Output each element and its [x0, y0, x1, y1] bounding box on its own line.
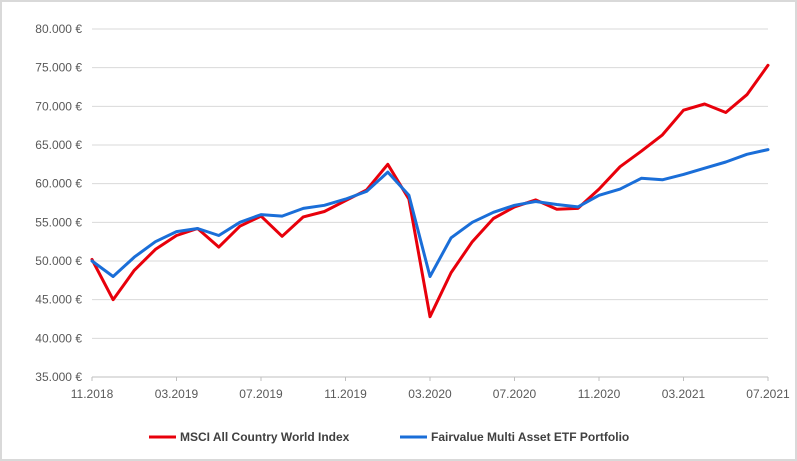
y-tick-label: 55.000 €: [35, 215, 82, 229]
y-tick-label: 60.000 €: [35, 177, 82, 191]
x-tick-label: 07.2019: [239, 387, 283, 401]
x-tick-label: 07.2021: [746, 387, 790, 401]
y-tick-label: 35.000 €: [35, 370, 82, 384]
series-line-msci-acwi: [90, 63, 770, 319]
y-tick-label: 65.000 €: [35, 138, 82, 152]
y-tick-label: 40.000 €: [35, 331, 82, 345]
gridlines: [92, 28, 768, 378]
y-tick-label: 80.000 €: [35, 22, 82, 36]
legend: MSCI All Country World Index Fairvalue Mu…: [149, 430, 629, 444]
y-tick-label: 50.000 €: [35, 254, 82, 268]
x-tick-label: 03.2019: [155, 387, 199, 401]
legend-label: Fairvalue Multi Asset ETF Portfolio: [431, 430, 629, 444]
legend-label: MSCI All Country World Index: [180, 430, 350, 444]
series-lines: [90, 63, 770, 319]
y-tick-label: 75.000 €: [35, 61, 82, 75]
x-axis-ticks: 11.2018 03.2019 07.2019 11.2019 03.2020 07.20…: [71, 377, 790, 401]
y-tick-label: 45.000 €: [35, 293, 82, 307]
x-tick-label: 11.2020: [578, 387, 621, 401]
y-axis-ticks: 80.000 € 75.000 € 70.000 € 65.000 € 60.000 €…: [35, 22, 82, 384]
x-tick-label: 03.2021: [662, 387, 706, 401]
x-tick-label: 11.2019: [324, 387, 367, 401]
x-tick-label: 03.2020: [408, 387, 452, 401]
x-tick-label: 11.2018: [71, 387, 114, 401]
series-line-fairvalue-portfolio: [90, 148, 770, 278]
y-tick-label: 70.000 €: [35, 99, 82, 113]
x-tick-label: 07.2020: [493, 387, 537, 401]
